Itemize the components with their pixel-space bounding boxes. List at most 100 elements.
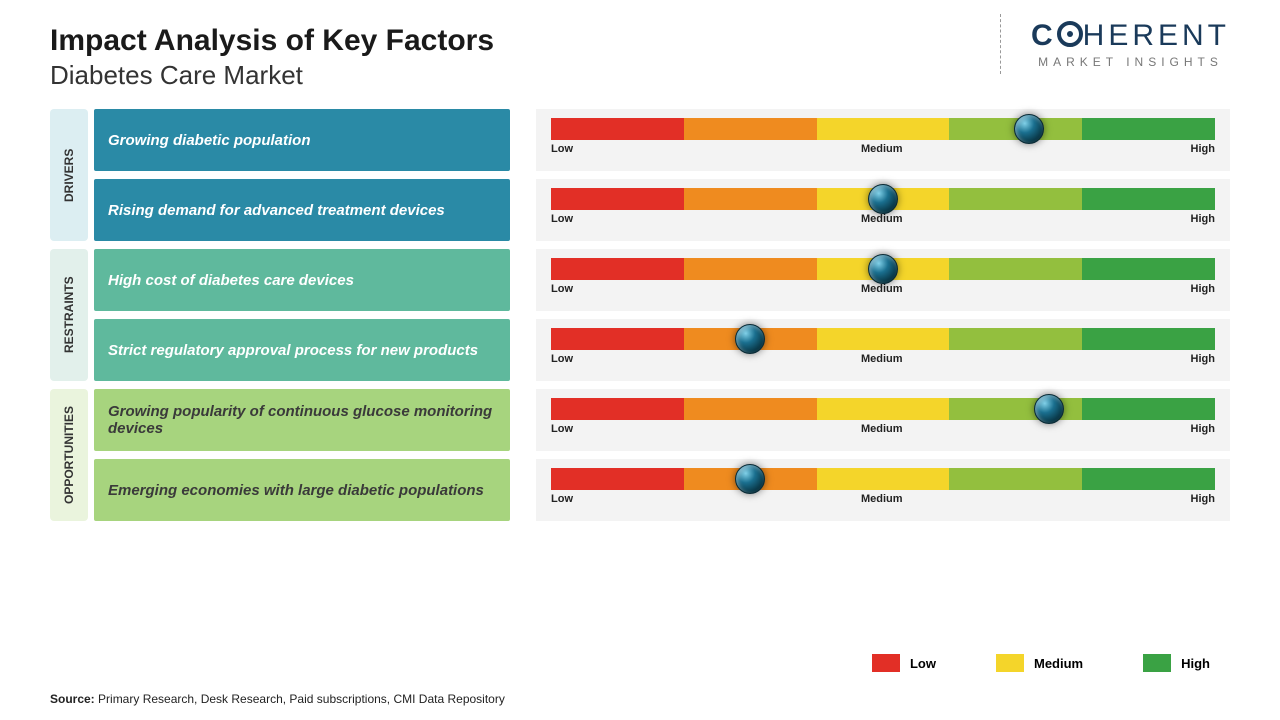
scale-low: Low	[551, 213, 573, 225]
scale-high: High	[1191, 493, 1215, 505]
scale-low: Low	[551, 283, 573, 295]
factor-row: Rising demand for advanced treatment dev…	[94, 179, 1230, 241]
slider-segment	[817, 468, 950, 490]
slider-segment	[1082, 258, 1215, 280]
impact-slider: Low Medium High	[536, 109, 1230, 171]
legend-item: Medium	[996, 654, 1083, 672]
slider-labels: Low Medium High	[551, 143, 1215, 155]
slider-labels: Low Medium High	[551, 213, 1215, 225]
factor-label: Strict regulatory approval process for n…	[94, 319, 510, 381]
slider-bar	[551, 188, 1215, 210]
scale-high: High	[1191, 213, 1215, 225]
slider-knob	[735, 324, 765, 354]
scale-medium: Medium	[861, 353, 903, 365]
scale-medium: Medium	[861, 213, 903, 225]
slider-segment	[1082, 398, 1215, 420]
slider-labels: LowMediumHigh	[551, 493, 1215, 505]
legend-swatch	[996, 654, 1024, 672]
slider-bar	[551, 328, 1215, 350]
header: Impact Analysis of Key Factors Diabetes …	[0, 0, 1280, 101]
impact-slider: Low Medium High	[536, 249, 1230, 311]
slider-knob	[735, 464, 765, 494]
legend-label: High	[1181, 656, 1210, 671]
slider-segment	[551, 188, 684, 210]
slider-labels: Low Medium High	[551, 283, 1215, 295]
legend: Low Medium High	[872, 654, 1210, 672]
slider-bar	[551, 468, 1215, 490]
scale-high: High	[1191, 283, 1215, 295]
section-tab-restraints: RESTRAINTS	[50, 249, 88, 381]
slider-segment	[551, 468, 684, 490]
impact-slider: Low Medium High	[536, 319, 1230, 381]
impact-slider: Low Medium High	[536, 389, 1230, 451]
rows-col: High cost of diabetes care devices Low Med…	[94, 249, 1230, 381]
logo-text: CHERENT	[1031, 19, 1230, 53]
slider-segment	[1082, 468, 1215, 490]
slider-segment	[551, 118, 684, 140]
page-title: Impact Analysis of Key Factors	[50, 24, 494, 58]
factor-row: Growing diabetic population Low Medium High	[94, 109, 1230, 171]
slider-bar	[551, 398, 1215, 420]
scale-medium: Medium	[861, 143, 903, 155]
logo-o-icon	[1057, 21, 1083, 47]
slider-segment	[1082, 328, 1215, 350]
slider-knob	[1014, 114, 1044, 144]
factor-sections: DRIVERSGrowing diabetic population Low Med…	[0, 109, 1280, 521]
brand-logo: CHERENT MARKET INSIGHTS	[1000, 14, 1230, 74]
slider-labels: Low Medium High	[551, 423, 1215, 435]
slider-segment	[817, 118, 950, 140]
scale-low: Low	[551, 143, 573, 155]
slider-knob	[868, 184, 898, 214]
slider-segment	[1082, 188, 1215, 210]
scale-low: Low	[551, 423, 573, 435]
factor-label: Growing popularity of continuous glucose…	[94, 389, 510, 451]
legend-label: Low	[910, 656, 936, 671]
legend-item: High	[1143, 654, 1210, 672]
scale-low: Low	[551, 493, 573, 505]
slider-segment	[684, 188, 817, 210]
factor-row: Growing popularity of continuous glucose…	[94, 389, 1230, 451]
slider-segment	[949, 188, 1082, 210]
factor-row: Emerging economies with large diabetic p…	[94, 459, 1230, 521]
factor-label: High cost of diabetes care devices	[94, 249, 510, 311]
scale-medium: Medium	[861, 423, 903, 435]
slider-segment	[817, 398, 950, 420]
scale-low: Low	[551, 353, 573, 365]
factor-row: High cost of diabetes care devices Low Med…	[94, 249, 1230, 311]
slider-segment	[684, 398, 817, 420]
slider-knob	[868, 254, 898, 284]
scale-medium: Medium	[861, 283, 903, 295]
section-restraints: RESTRAINTSHigh cost of diabetes care dev…	[0, 249, 1280, 381]
slider-segment	[949, 258, 1082, 280]
slider-segment	[949, 328, 1082, 350]
factor-label: Emerging economies with large diabetic p…	[94, 459, 510, 521]
slider-knob	[1034, 394, 1064, 424]
impact-slider: LowMediumHigh	[536, 459, 1230, 521]
legend-label: Medium	[1034, 656, 1083, 671]
slider-segment	[551, 328, 684, 350]
slider-segment	[684, 118, 817, 140]
slider-segment	[1082, 118, 1215, 140]
logo-subtext: MARKET INSIGHTS	[1031, 55, 1230, 69]
rows-col: Growing popularity of continuous glucose…	[94, 389, 1230, 521]
factor-row: Strict regulatory approval process for n…	[94, 319, 1230, 381]
slider-segment	[817, 328, 950, 350]
legend-swatch	[872, 654, 900, 672]
scale-high: High	[1191, 353, 1215, 365]
rows-col: Growing diabetic population Low Medium High…	[94, 109, 1230, 241]
slider-segment	[949, 468, 1082, 490]
legend-swatch	[1143, 654, 1171, 672]
slider-labels: Low Medium High	[551, 353, 1215, 365]
section-drivers: DRIVERSGrowing diabetic population Low Med…	[0, 109, 1280, 241]
scale-high: High	[1191, 143, 1215, 155]
legend-item: Low	[872, 654, 936, 672]
slider-segment	[551, 398, 684, 420]
section-tab-drivers: DRIVERS	[50, 109, 88, 241]
title-block: Impact Analysis of Key Factors Diabetes …	[50, 24, 494, 91]
factor-label: Growing diabetic population	[94, 109, 510, 171]
source-footer: Source: Primary Research, Desk Research,…	[50, 692, 505, 706]
factor-label: Rising demand for advanced treatment dev…	[94, 179, 510, 241]
slider-bar	[551, 258, 1215, 280]
scale-high: High	[1191, 423, 1215, 435]
slider-segment	[684, 258, 817, 280]
